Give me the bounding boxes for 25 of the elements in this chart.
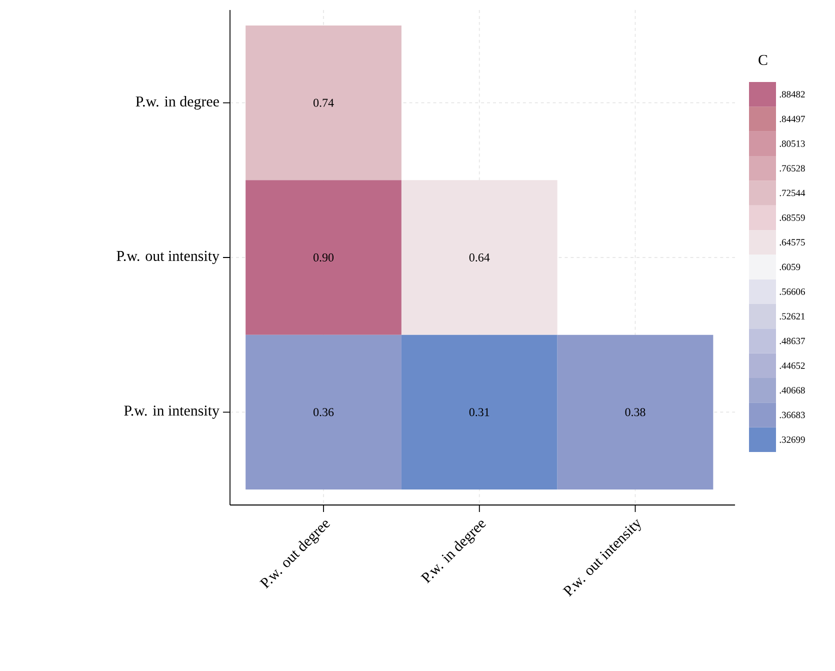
y-tick-label: P.w. out intensity <box>116 250 220 264</box>
data-label: 0.64 <box>469 253 490 262</box>
color-bar-label: .84497 <box>780 116 805 122</box>
color-bar-label: .52621 <box>780 313 805 320</box>
data-label: 0.38 <box>625 408 646 416</box>
data-label: 0.31 <box>469 408 490 416</box>
color-bar-label: .76528 <box>780 165 805 172</box>
color-bar-label: .68559 <box>780 214 805 221</box>
color-bar-label: .72544 <box>780 190 806 196</box>
color-bar-label: .36683 <box>780 412 805 418</box>
color-bar-label: .88482 <box>780 91 805 98</box>
color-bar-label: .32699 <box>780 436 805 443</box>
data-label: 0.90 <box>314 253 334 262</box>
y-tick-label: P.w. in intensity <box>124 406 220 419</box>
color-bar-title: C <box>758 54 768 66</box>
color-bar-label: .6059 <box>780 264 800 270</box>
y-tick-label: P.w. in degree <box>136 96 219 110</box>
color-bar-label: .64575 <box>780 239 805 246</box>
color-bar-label: .48637 <box>780 338 805 344</box>
color-bar-label: .80513 <box>780 140 805 147</box>
color-bar-label: .44652 <box>780 362 805 369</box>
data-label: 0.74 <box>314 98 334 107</box>
data-label: 0.36 <box>314 408 334 416</box>
color-bar-label: .40668 <box>780 387 805 394</box>
color-bar-label: .56606 <box>780 288 805 295</box>
